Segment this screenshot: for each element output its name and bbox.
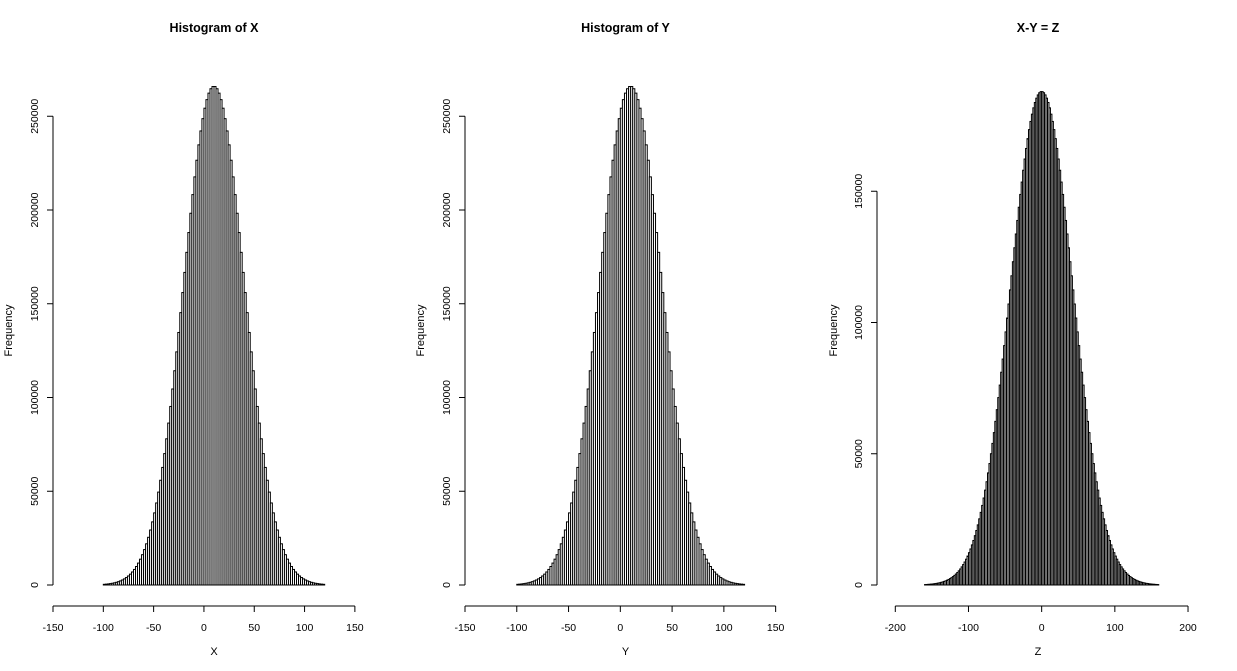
x-tick-label: -50 [561, 622, 576, 634]
x-tick-label: 150 [767, 622, 785, 634]
x-tick-label: -150 [42, 622, 63, 634]
y-tick-label: 0 [853, 582, 865, 588]
x-tick-label: -100 [93, 622, 114, 634]
chart-panel-1: Histogram of XXFrequency0500001000001500… [3, 21, 364, 658]
y-tick-label: 0 [441, 582, 453, 588]
histogram-bars [516, 86, 746, 586]
y-tick-label: 200000 [441, 192, 453, 227]
y-axis-label: Frequency [828, 304, 840, 356]
y-tick-label: 150000 [441, 286, 453, 321]
y-tick-label: 0 [29, 582, 41, 588]
chart-title: Histogram of Y [581, 21, 670, 35]
x-tick-label: 50 [248, 622, 260, 634]
histogram-bar [322, 583, 326, 586]
x-tick-label: 200 [1179, 622, 1197, 634]
x-tick-label: -150 [454, 622, 475, 634]
y-tick-label: 100000 [853, 305, 865, 340]
x-tick-label: -100 [958, 622, 979, 634]
x-tick-label: 0 [617, 622, 623, 634]
x-tick-label: 100 [296, 622, 314, 634]
chart-title: X-Y = Z [1017, 21, 1060, 35]
y-tick-label: 200000 [29, 192, 41, 227]
y-tick-label: 250000 [441, 99, 453, 134]
x-tick-label: 0 [1039, 622, 1045, 634]
x-tick-label: 50 [666, 622, 678, 634]
chart-panel-3: X-Y = Z Z Frequency 0 50000 100000 150000 -200 -… [828, 21, 1197, 658]
chart-title: Histogram of X [170, 21, 260, 35]
histogram-bars [102, 86, 326, 586]
y-tick-label: 250000 [29, 99, 41, 134]
histogram-bars [924, 91, 1160, 586]
x-axis-label: Y [622, 646, 630, 658]
y-axis-label: Frequency [415, 304, 427, 356]
y-tick-label: 50000 [853, 439, 865, 468]
y-tick-label: 100000 [441, 380, 453, 415]
x-axis-label: Z [1035, 646, 1042, 658]
x-tick-label: -100 [506, 622, 527, 634]
y-tick-label: 50000 [441, 476, 453, 505]
x-tick-label: 100 [715, 622, 733, 634]
y-tick-label: 100000 [29, 380, 41, 415]
y-tick-label: 150000 [29, 286, 41, 321]
x-axis-label: X [210, 646, 218, 658]
y-axis-label: Frequency [3, 304, 15, 356]
x-tick-label: 100 [1106, 622, 1124, 634]
chart-panel-2: Histogram of YYFrequency0500001000001500… [415, 21, 785, 658]
x-tick-label: 150 [346, 622, 364, 634]
y-tick-label: 150000 [853, 174, 865, 209]
x-tick-label: -200 [885, 622, 906, 634]
x-tick-label: -50 [146, 622, 161, 634]
x-tick-label: 0 [201, 622, 207, 634]
y-tick-label: 50000 [29, 476, 41, 505]
histogram-bar [742, 583, 746, 586]
